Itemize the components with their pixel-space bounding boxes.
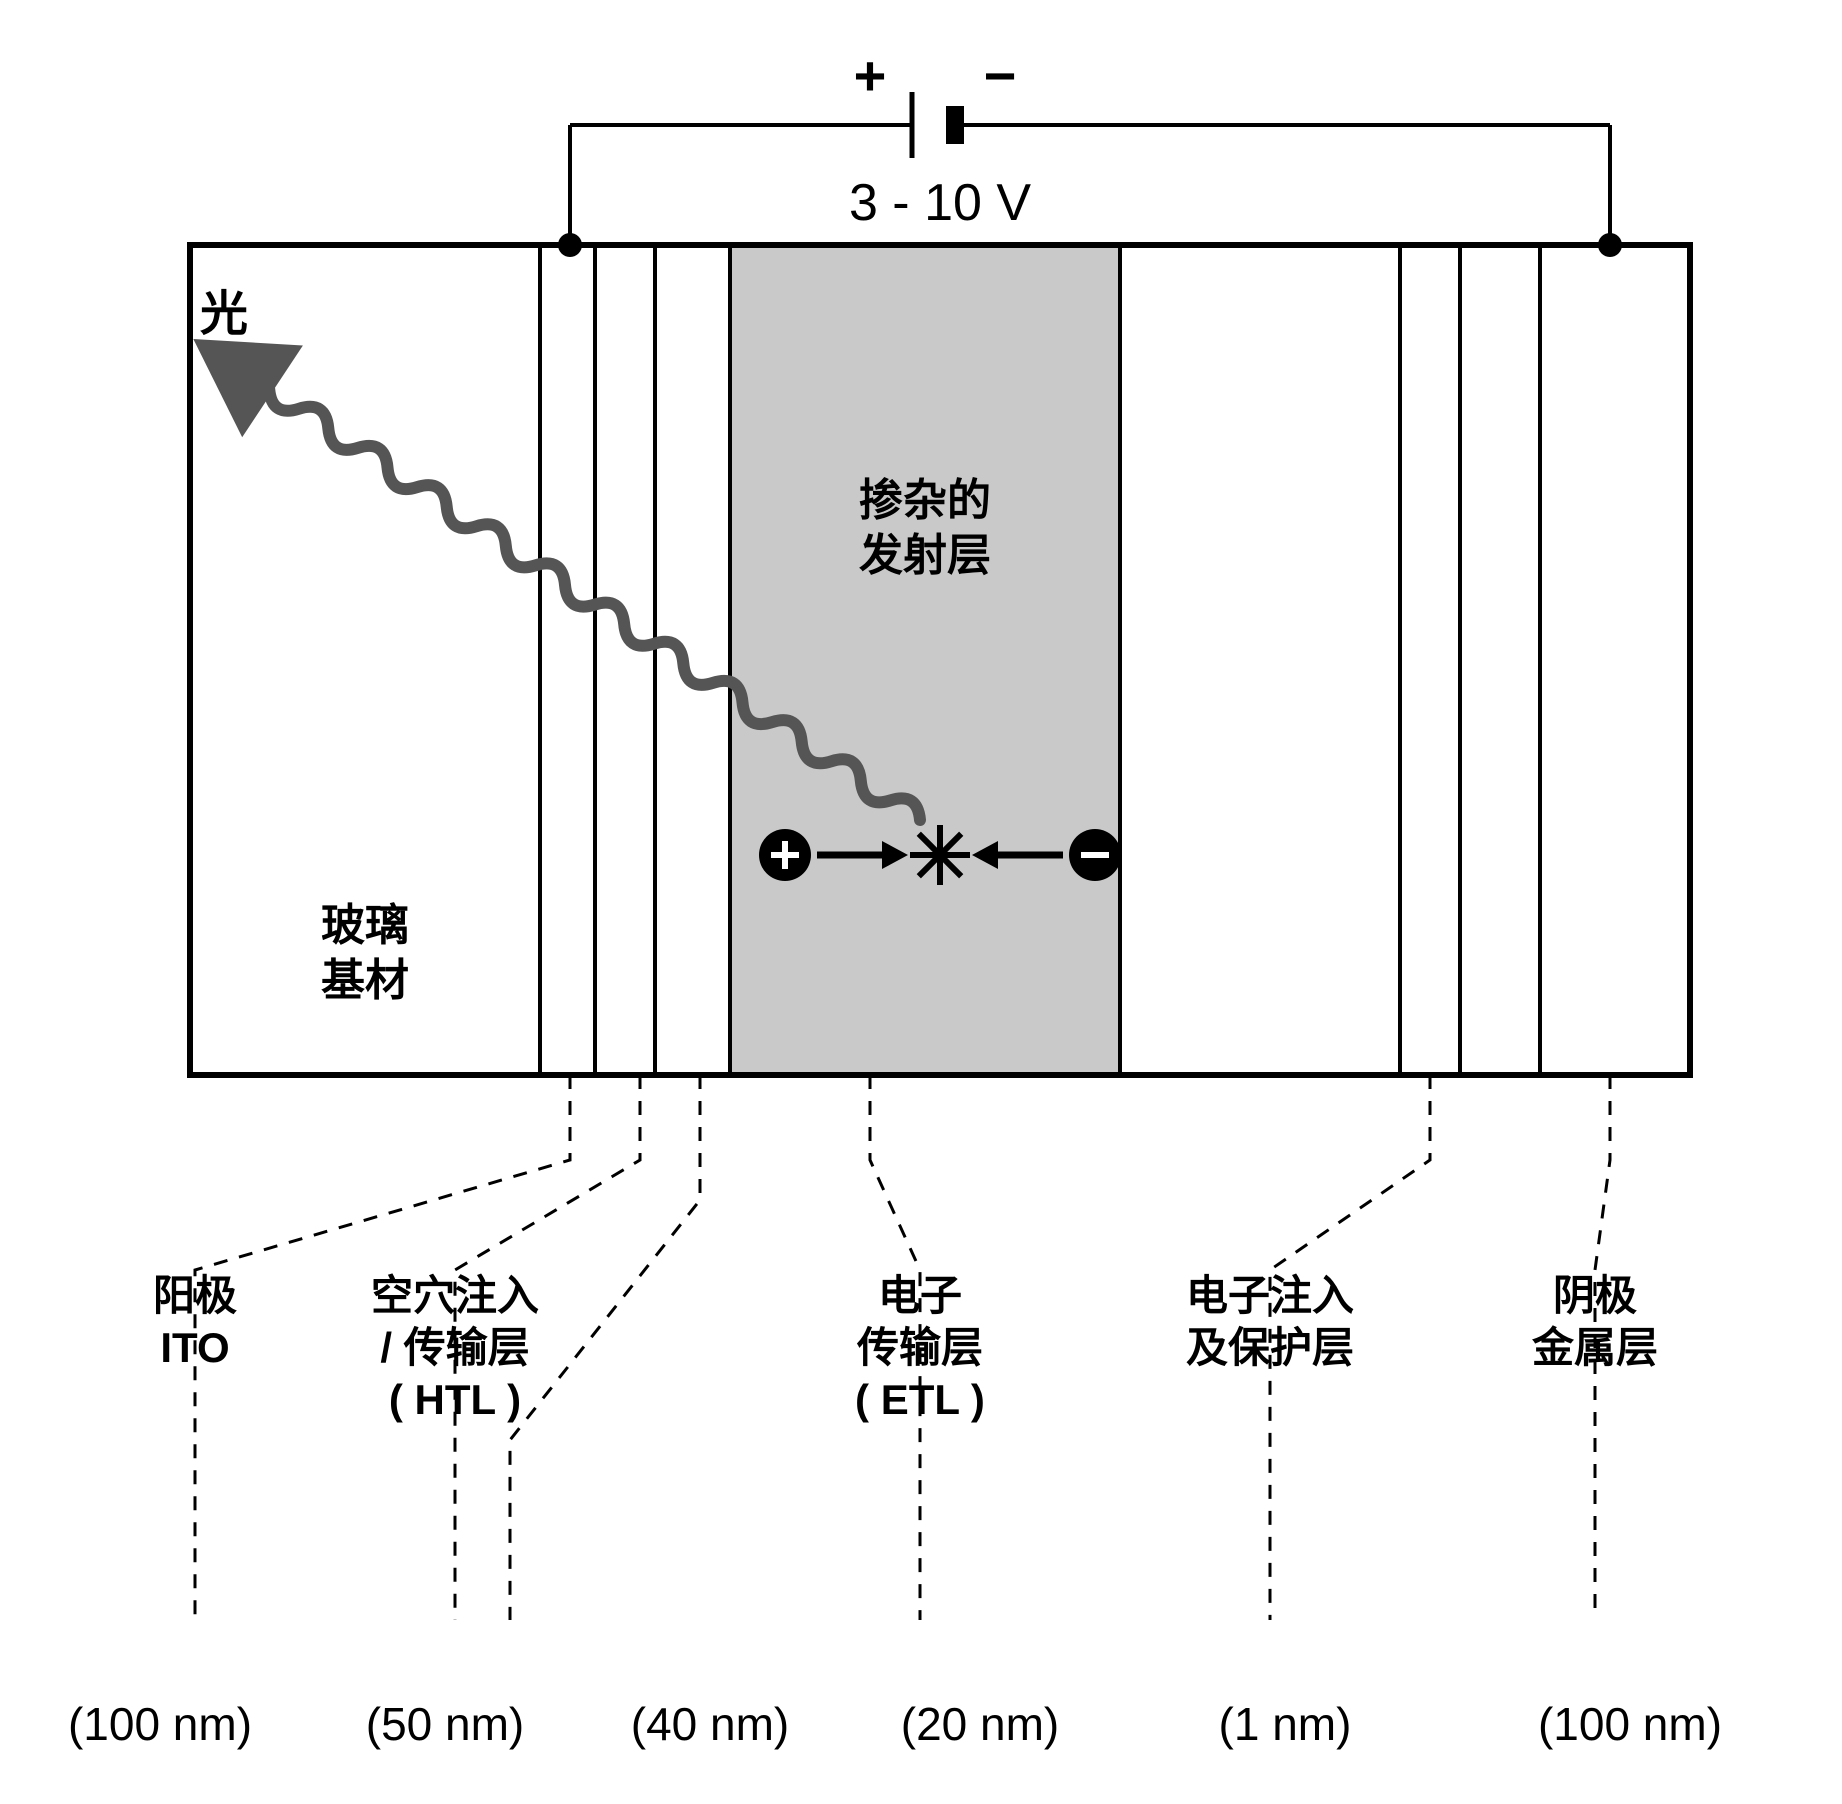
bottom-label-2-0: 电子 [878,1272,962,1319]
oled-structure-diagram: 玻璃基材 掺杂的发射层 + − 3 - 10 V 光阳极 ITO 空穴注入 / 传输层 ( HTL… [40,40,1800,1760]
thickness-4: (1 nm) [1219,1698,1352,1750]
bottom-label-4-0: 阴极 [1553,1272,1637,1319]
light-label: 光 [200,288,248,341]
thickness-0: (100 nm) [68,1698,252,1750]
recombination-star [910,825,970,885]
thickness-5: (100 nm) [1538,1698,1722,1750]
layer-eil2 [1460,245,1540,1075]
bottom-label-4-1: 金属层 [1531,1324,1658,1371]
bottom-label-1-2: ( HTL ) [389,1376,521,1423]
voltage-label: 3 - 10 V [849,174,1031,232]
layer-htl2 [655,245,730,1075]
layer-etl [1120,245,1400,1075]
thickness-1: (50 nm) [366,1698,524,1750]
layer-emissive [730,245,1120,1075]
bottom-label-3-0: 电子注入 [1186,1272,1354,1319]
bottom-label-3-1: 及保护层 [1186,1324,1354,1371]
thickness-3: (20 nm) [901,1698,1059,1750]
minus-sign: − [984,44,1017,107]
bottom-label-2-1: 传输层 [856,1324,983,1371]
label-substrate-1: 玻璃 [321,901,409,950]
thickness-2: (40 nm) [631,1698,789,1750]
label-emissive-2: 发射层 [859,531,991,580]
layer-anode [540,245,595,1075]
bottom-label-1-1: / 传输层 [380,1324,529,1371]
leader-extra [510,1075,700,1620]
bottom-label-0-1: ITO [160,1324,229,1371]
layer-htl1 [595,245,655,1075]
plus-sign: + [854,44,887,107]
bottom-label-2-2: ( ETL ) [855,1376,985,1423]
bottom-label-0-0: 阳极 [153,1272,237,1319]
layer-eil1 [1400,245,1460,1075]
bottom-label-1-0: 空穴注入 [371,1272,539,1319]
label-substrate-2: 基材 [321,956,409,1005]
diagram-svg: 玻璃基材 掺杂的发射层 + − 3 - 10 V 光阳极 ITO 空穴注入 / 传输层 ( HTL… [40,40,1800,1760]
label-emissive-1: 掺杂的 [859,476,991,525]
layer-cathode [1540,245,1690,1075]
